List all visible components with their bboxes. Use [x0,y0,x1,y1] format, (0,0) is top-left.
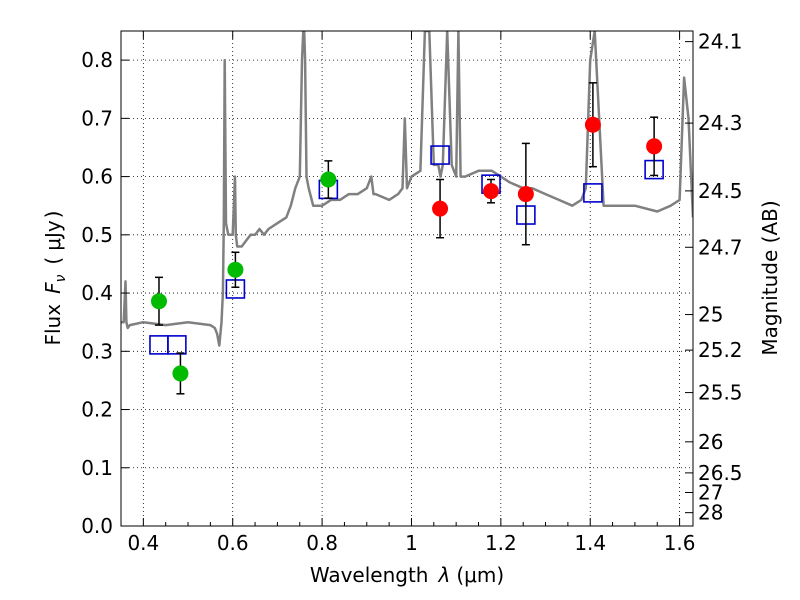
point-layer [150,116,663,382]
magnitude-tick-label: 25.5 [698,381,743,405]
x-tick-label: 0.6 [217,531,249,555]
y-axis-label-unit: μJy [41,220,65,251]
magnitude-tick-label: 24.7 [698,235,743,259]
x-tick-label: 1 [405,531,418,555]
magnitude-tick-label: 24.3 [698,111,743,135]
model-spectrum-line [121,31,693,347]
y-tick-label: 0.1 [81,456,113,480]
magnitude-tick-label: 26.5 [698,461,743,485]
x-axis-label: Wavelength λ (μm) [310,563,504,587]
green-data-point [150,293,167,310]
red-data-point [517,186,534,203]
green-data-point [227,261,244,278]
plot-background [121,31,693,526]
magnitude-tick-label: 25.2 [698,338,743,362]
y-tick-label: 0.6 [81,165,113,189]
plot-frame [120,30,694,527]
x-tick-label: 0.8 [306,531,338,555]
model-photometry-box [430,145,450,165]
red-data-point [432,200,449,217]
magnitude-tick-label: 24.5 [698,179,743,203]
y-axis: 0.0 0.1 0.2 0.3 0.4 0.5 0.6 0.7 0.8 [81,48,129,538]
magnitude-tick-label: 24.1 [698,30,743,54]
y-axis-label-close: ) [41,210,65,218]
sed-layer [121,31,693,347]
green-data-point [320,171,337,188]
magnitude-tick-label: 27 [698,480,723,504]
y-tick-label: 0.0 [81,514,113,538]
magnitude-tick-label: 25 [698,303,723,327]
x-axis: 0.4 0.6 0.8 1 1.2 1.4 1.6 [120,31,696,555]
y-tick-label: 0.5 [81,223,113,247]
magnitude-tick-label: 28 [698,501,723,525]
y-tick-label: 0.4 [81,281,113,305]
y-tick-label: 0.2 [81,398,113,422]
red-data-point [584,116,601,133]
red-data-point [646,138,663,155]
model-photometry-box [167,335,187,355]
x-tick-label: 0.4 [127,531,159,555]
y-axis-label-symbol: F [41,282,65,294]
x-tick-label: 1.6 [664,531,696,555]
x-tick-label: 1.4 [574,531,606,555]
y-tick-label: 0.7 [81,106,113,130]
y-axis-label-open: ( [41,257,65,265]
y-axis-label-prefix: Flux [41,304,65,346]
x-axis-label-symbol: λ [438,563,451,587]
y-axis-label: Flux Fν ( μJy) [41,210,69,345]
y-axis-label-subscript: ν [53,274,69,282]
magnitude-axis-label: Magnitude (AB) [758,200,782,355]
red-data-point [483,183,500,200]
y-tick-label: 0.3 [81,339,113,363]
magnitude-tick-label: 26 [698,430,723,454]
x-tick-label: 1.2 [485,531,517,555]
x-axis-label-unit: (μm) [456,563,504,587]
green-data-point [172,365,189,382]
y-tick-label: 0.8 [81,48,113,72]
x-axis-label-prefix: Wavelength [310,563,429,587]
model-photometry-box [583,183,603,203]
